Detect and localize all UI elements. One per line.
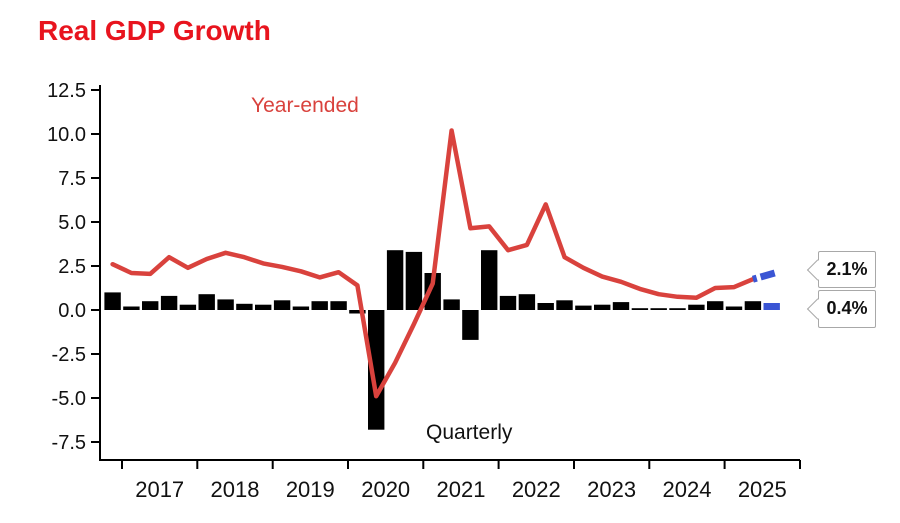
quarterly-bar — [612, 302, 630, 310]
quarterly-bar — [142, 301, 159, 310]
x-tick-label: 2022 — [512, 477, 561, 502]
quarterly-bars-group — [104, 250, 780, 430]
y-tick-label: -2.5 — [52, 344, 86, 366]
quarterly-bar — [198, 294, 215, 310]
quarterly-bar — [368, 310, 385, 430]
quarterly-bar — [575, 305, 592, 310]
chart-title: Real GDP Growth — [38, 15, 271, 46]
quarterly-bar — [273, 300, 291, 310]
y-tick-label: 10.0 — [47, 124, 86, 146]
quarterly-bar — [160, 295, 178, 310]
quarterly-bar — [104, 292, 121, 310]
y-tick-label: 5.0 — [58, 212, 86, 234]
y-tick-label: 0.0 — [58, 300, 86, 322]
x-tick-label: 2018 — [211, 477, 260, 502]
quarterly-bar — [217, 299, 234, 310]
quarterly-bar — [650, 308, 667, 310]
quarterly-bar — [556, 300, 573, 310]
x-tick-label: 2025 — [738, 477, 787, 502]
quarterly-bar — [292, 306, 310, 310]
x-tick-label: 2017 — [135, 477, 184, 502]
x-tick-label: 2023 — [587, 477, 636, 502]
quarterly-bar — [123, 306, 140, 310]
year-ended-line — [110, 128, 756, 399]
quarterly-bar — [443, 299, 460, 310]
x-tick-label: 2020 — [361, 477, 410, 502]
quarterly-bar — [669, 308, 686, 310]
y-tick-label: 12.5 — [47, 80, 86, 102]
quarterly-bar — [725, 306, 743, 310]
quarterly-bar — [744, 301, 762, 310]
bar-series-label: Quarterly — [426, 421, 513, 444]
callout-year-ended-latest: 2.1% — [806, 251, 876, 288]
quarterly-bar — [688, 304, 705, 310]
quarterly-bar — [349, 310, 366, 314]
year-ended-latest-value: 2.1% — [826, 259, 868, 279]
x-tick-label: 2019 — [286, 477, 335, 502]
y-tick-label: 7.5 — [58, 168, 86, 190]
x-tick-label: 2024 — [663, 477, 712, 502]
quarterly-bar — [518, 294, 536, 310]
quarterly-bar — [386, 250, 404, 310]
quarterly-bar — [594, 304, 611, 310]
callout-quarterly-latest: 0.4% — [806, 290, 876, 328]
quarterly-bar — [424, 273, 441, 310]
y-tick-label: 2.5 — [58, 256, 86, 278]
y-tick-label: -5.0 — [52, 388, 86, 410]
x-axis-ticks: 2017 2018 2019 2020 2021 2022 2023 2024 2025 — [121, 460, 801, 502]
quarterly-bar — [462, 310, 479, 340]
quarterly-bar — [179, 304, 197, 310]
latest-quarter-bar-highlight — [763, 303, 780, 310]
quarterly-bar — [236, 303, 253, 310]
line-series-label: Year-ended — [251, 94, 359, 117]
quarterly-bar — [707, 301, 724, 310]
quarterly-bar — [311, 301, 328, 310]
quarterly-bar — [330, 301, 347, 310]
y-axis-ticks: 12.5 10.0 7.5 5.0 2.5 0.0 -2.5 -5.0 -7.5 — [47, 80, 100, 454]
quarterly-bar — [631, 308, 649, 310]
quarterly-latest-value: 0.4% — [826, 298, 868, 318]
quarterly-bar — [537, 303, 554, 310]
quarterly-bar — [481, 250, 498, 310]
quarterly-bar — [255, 304, 272, 310]
year-ended-forecast-dash — [751, 269, 776, 283]
x-tick-label: 2021 — [437, 477, 486, 502]
quarterly-bar — [405, 251, 423, 310]
y-tick-label: -7.5 — [52, 432, 86, 454]
quarterly-bar — [499, 295, 517, 310]
